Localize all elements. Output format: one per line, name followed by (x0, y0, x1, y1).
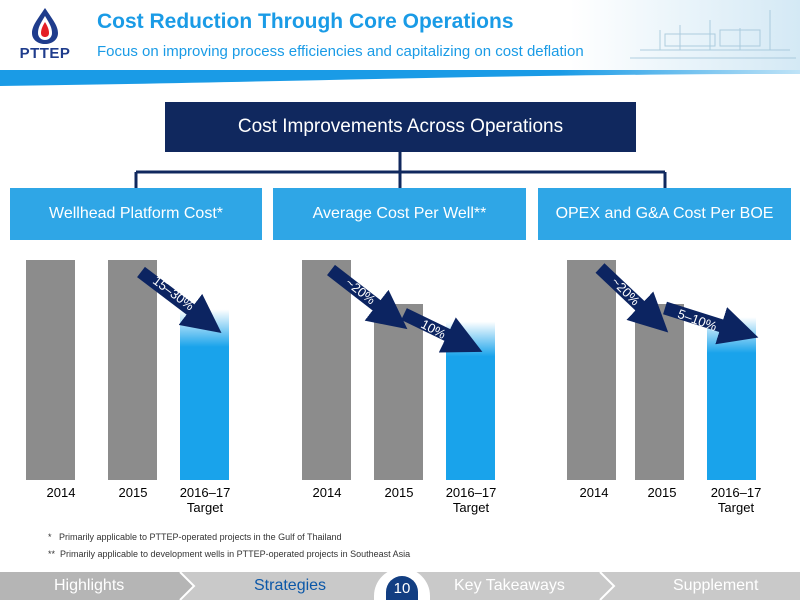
bar-label-2014: 2014 (312, 485, 342, 500)
nav-supplement[interactable]: Supplement (673, 577, 759, 594)
bar-2015 (108, 260, 157, 480)
reduction-label: 15–30% (150, 273, 197, 314)
target-word: Target (717, 500, 755, 515)
connector-lines (134, 150, 667, 188)
average-cost-per-well-box: Average Cost Per Well** (273, 188, 526, 240)
header: PTTEP Cost Reduction Through Core Operat… (0, 0, 800, 72)
footnotes: * Primarily applicable to PTTEP-operated… (48, 532, 410, 566)
bar-2015 (374, 304, 423, 480)
page-number: 10 (386, 576, 418, 600)
reduction-arrow (137, 266, 222, 333)
wellhead-chart-svg: 15–30% (26, 260, 229, 480)
reduction-arrow (401, 308, 483, 353)
bar-label-target: 2016–17 Target (170, 485, 240, 515)
header-divider (0, 70, 800, 86)
nav-key-takeaways[interactable]: Key Takeaways (454, 577, 565, 594)
nav-strategies[interactable]: Strategies (254, 577, 327, 594)
bar-2014 (26, 260, 75, 480)
opex-ga-cost-box: OPEX and G&A Cost Per BOE (538, 188, 791, 240)
bar-label-2015: 2015 (647, 485, 677, 500)
bar-2016-17-target (180, 309, 229, 480)
target-word: Target (452, 500, 490, 515)
bar-label-target: 2016–17 Target (436, 485, 506, 515)
opex-chart: ~20% 5–10% 2014 2015 2016–17 Target (545, 258, 788, 520)
bar-label-2015: 2015 (118, 485, 148, 500)
nav-highlights[interactable]: Highlights (54, 577, 125, 594)
bar-2016-17-target (446, 321, 495, 480)
bar-2014 (302, 260, 351, 480)
target-years: 2016–17 (710, 485, 762, 500)
flame-drop-icon (32, 8, 58, 44)
bar-2015 (635, 304, 684, 480)
footnote-double-asterisk: ** Primarily applicable to development w… (48, 549, 411, 559)
bar-label-2014: 2014 (46, 485, 76, 500)
page-subtitle: Focus on improving process efficiencies … (97, 43, 584, 60)
reduction-arrow (327, 264, 408, 330)
bar-2014 (567, 260, 616, 480)
target-word: Target (186, 500, 224, 515)
bar-label-2015: 2015 (384, 485, 414, 500)
cost-per-well-chart: ~20% 10% 2014 2015 2016–17 Target (278, 258, 521, 520)
wellhead-chart: 15–30% 2014 2015 2016–17 Target (10, 258, 253, 520)
bar-2016-17-target (707, 317, 756, 480)
bar-label-2014: 2014 (579, 485, 609, 500)
target-years: 2016–17 (179, 485, 231, 500)
footnote-single-asterisk: * Primarily applicable to PTTEP-operated… (48, 532, 342, 542)
wellhead-platform-cost-box: Wellhead Platform Cost* (10, 188, 262, 240)
bar-label-target: 2016–17 Target (701, 485, 771, 515)
cost-improvements-box: Cost Improvements Across Operations (165, 102, 636, 152)
logo-text: PTTEP (19, 45, 71, 62)
target-years: 2016–17 (445, 485, 497, 500)
page-title: Cost Reduction Through Core Operations (97, 10, 514, 33)
offshore-platform-banner (570, 0, 800, 72)
cost-per-well-chart-svg: ~20%10% (302, 260, 495, 480)
pttep-logo: PTTEP (10, 6, 80, 66)
opex-chart-svg: ~20%5–10% (567, 260, 759, 480)
reduction-arrow (663, 301, 759, 345)
reduction-arrow (595, 263, 669, 333)
